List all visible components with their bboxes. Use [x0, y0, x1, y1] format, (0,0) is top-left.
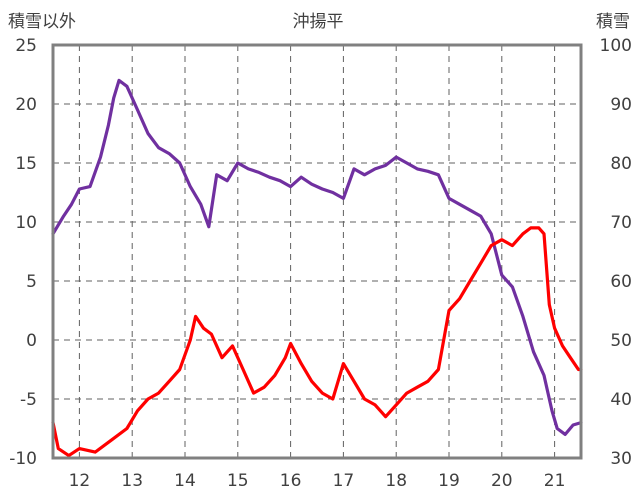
right-axis-label: 積雪	[596, 12, 630, 32]
y-left-tick-label: 25	[15, 36, 37, 56]
plot-border	[51, 43, 583, 460]
x-tick-label: 20	[491, 471, 513, 491]
y-right-tick-label: 50	[610, 331, 632, 351]
x-tick-label: 17	[333, 471, 355, 491]
series-group	[51, 78, 583, 458]
x-tick-label: 18	[385, 471, 407, 491]
y-left-tick-label: -10	[9, 449, 37, 469]
x-tick-label: 19	[438, 471, 460, 491]
chart-title: 沖揚平	[293, 12, 344, 32]
x-tick-label: 14	[174, 471, 196, 491]
y-right-tick-label: 60	[610, 272, 632, 292]
y-left-tick-label: 15	[15, 154, 37, 174]
y-left-tick-label: 0	[26, 331, 37, 351]
y-right-tick-label: 70	[610, 213, 632, 233]
y-left-tick-label: 20	[15, 95, 37, 115]
y-left-tick-label: 10	[15, 213, 37, 233]
y-right-tick-label: 30	[610, 449, 632, 469]
series-line-purple	[51, 78, 583, 436]
y-left-tick-label: -5	[20, 390, 37, 410]
y-right-tick-label: 40	[610, 390, 632, 410]
x-axis-ticks: 12 13 14 15 16 17 18 19 20 21	[69, 471, 566, 491]
y-left-axis-ticks: 25 20 15 10 5 0 -5 -10	[9, 36, 37, 469]
y-right-axis-ticks: 100 90 80 70 60 50 40 30	[600, 36, 632, 469]
grid	[53, 45, 581, 458]
y-right-tick-label: 90	[610, 95, 632, 115]
x-tick-label: 21	[544, 471, 566, 491]
x-tick-label: 13	[121, 471, 143, 491]
y-left-tick-label: 5	[26, 272, 37, 292]
x-tick-label: 15	[227, 471, 249, 491]
left-axis-label: 積雪以外	[8, 12, 76, 32]
x-tick-label: 12	[69, 471, 91, 491]
plot-frame	[51, 43, 583, 460]
y-right-tick-label: 100	[600, 36, 632, 56]
y-right-tick-label: 80	[610, 154, 632, 174]
x-tick-label: 16	[280, 471, 302, 491]
series-line-red	[51, 226, 583, 458]
